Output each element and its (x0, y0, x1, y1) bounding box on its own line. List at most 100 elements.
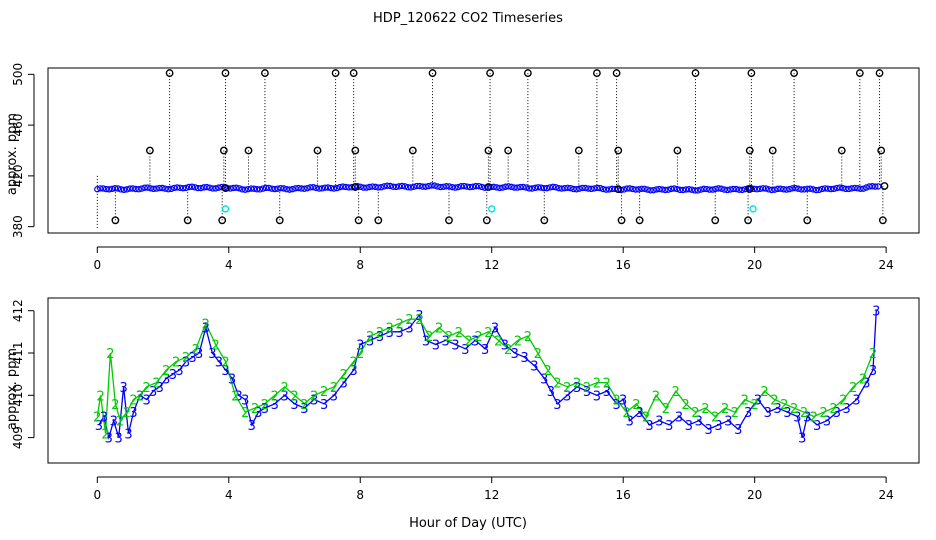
baseline-point (283, 185, 290, 193)
baseline-point (682, 186, 690, 193)
spike-point (745, 146, 754, 155)
baseline-point (188, 183, 196, 190)
series-point-3: 3 (491, 322, 499, 337)
bottom-plot-frame (47, 297, 920, 464)
baseline-point (215, 184, 222, 191)
baseline-point (434, 183, 441, 190)
baseline-point (153, 185, 160, 192)
series-point-3: 3 (95, 419, 103, 434)
top-y-tick-label: 500 (11, 63, 25, 86)
baseline-point (493, 184, 500, 191)
baseline-point (703, 185, 710, 193)
series-point-2: 2 (96, 389, 104, 404)
series-point-3: 3 (852, 394, 860, 409)
baseline-point (777, 185, 784, 192)
cyan-point (488, 205, 496, 213)
cyan-point (221, 205, 230, 213)
spike-point (244, 146, 253, 155)
baseline-point (774, 185, 781, 193)
series-point-3: 3 (705, 423, 713, 438)
baseline-marker (880, 182, 889, 190)
series-point-3: 3 (547, 385, 555, 400)
baseline-point (230, 184, 237, 192)
bottom-y-tick-label: 410 (11, 384, 25, 407)
series-point-2: 2 (534, 347, 542, 362)
series-point-3: 3 (195, 347, 203, 362)
series-point-3: 3 (320, 398, 328, 413)
baseline-point (126, 185, 134, 192)
baseline-point (602, 186, 610, 193)
series-point-3: 3 (451, 339, 459, 354)
baseline-point (247, 185, 255, 192)
baseline-point (250, 185, 258, 192)
baseline-point (369, 183, 376, 190)
baseline-point (626, 185, 633, 192)
baseline-point (333, 184, 341, 192)
spike-point (428, 69, 437, 77)
series-point-2: 2 (425, 330, 433, 345)
baseline-point (697, 186, 704, 193)
series-point-2: 2 (642, 410, 650, 425)
baseline-marker (221, 184, 230, 192)
baseline-point (472, 182, 480, 190)
baseline-point (866, 183, 873, 190)
series-point-3: 3 (105, 432, 113, 447)
baseline-point (200, 184, 207, 191)
baseline-point (425, 182, 432, 190)
series-point-3: 3 (862, 377, 870, 392)
series-point-3: 3 (823, 415, 831, 430)
spike-point (592, 69, 601, 77)
baseline-point (824, 185, 832, 192)
baseline-point (520, 183, 527, 191)
series-point-3: 3 (149, 385, 157, 400)
series-point-3: 3 (281, 389, 289, 404)
series-point-2: 2 (662, 402, 670, 417)
series-point-2: 2 (182, 351, 190, 366)
series-point-3: 3 (783, 406, 791, 421)
series-point-3: 3 (635, 406, 643, 421)
baseline-point (676, 186, 684, 194)
series-point-2: 2 (116, 415, 124, 430)
baseline-point (688, 186, 696, 193)
baseline-point (457, 183, 465, 190)
spike-point (221, 69, 230, 77)
baseline-point (499, 184, 506, 191)
series-point-3: 3 (665, 419, 673, 434)
baseline-point (313, 184, 320, 192)
series-point-3: 3 (442, 334, 450, 349)
series-point-2: 2 (603, 377, 611, 392)
baseline-point (422, 183, 429, 190)
baseline-point (203, 183, 210, 191)
series-point-3: 3 (530, 360, 538, 375)
series-point-3: 3 (833, 406, 841, 421)
spike-point (145, 146, 154, 155)
x-axis-label: Hour of Day (UTC) (409, 516, 527, 531)
series-point-3: 3 (872, 305, 880, 320)
baseline-point (818, 185, 826, 193)
baseline-point (481, 184, 489, 191)
baseline-point (528, 185, 536, 192)
baseline-point (623, 185, 631, 192)
series-point-3: 3 (182, 355, 190, 370)
series-point-2: 2 (829, 402, 837, 417)
baseline-point (842, 185, 849, 193)
baseline-point (514, 184, 521, 191)
top-x-tick-label: 0 (93, 258, 101, 272)
baseline-point (466, 183, 474, 191)
baseline-point (789, 185, 796, 192)
series-point-2: 2 (162, 364, 170, 379)
baseline-point (665, 186, 672, 193)
series-point-2: 2 (741, 394, 749, 409)
spike-point (878, 216, 887, 225)
series-point-2: 2 (593, 377, 601, 392)
spike-point (349, 69, 358, 77)
series-point-2: 2 (386, 322, 394, 337)
baseline-point (795, 185, 802, 192)
baseline-point (156, 184, 163, 192)
baseline-point (650, 186, 657, 194)
baseline-point (416, 182, 423, 190)
baseline-marker (614, 185, 623, 194)
